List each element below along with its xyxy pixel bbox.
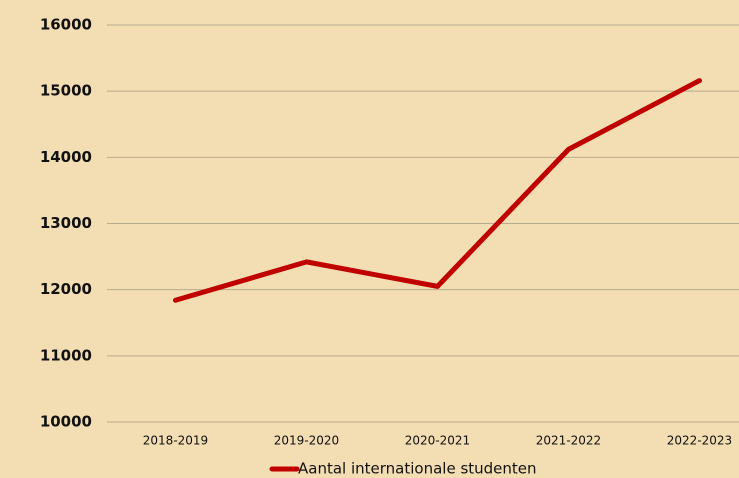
- y-tick-label: 10000: [40, 413, 92, 431]
- x-tick-label: 2020-2021: [405, 434, 470, 448]
- x-tick-label: 2022-2023: [667, 434, 732, 448]
- y-tick-label: 16000: [40, 16, 92, 34]
- x-tick-label: 2019-2020: [274, 434, 339, 448]
- x-tick-label: 2021-2022: [536, 434, 601, 448]
- y-tick-label: 14000: [40, 148, 92, 166]
- y-tick-label: 13000: [40, 214, 92, 232]
- data-line: [173, 78, 702, 303]
- y-tick-label: 11000: [40, 346, 92, 364]
- y-tick-label: 12000: [40, 280, 92, 298]
- x-tick-label: 2018-2019: [143, 434, 208, 448]
- y-tick-label: 15000: [40, 82, 92, 100]
- legend-label: Aantal internationale studenten: [298, 460, 537, 478]
